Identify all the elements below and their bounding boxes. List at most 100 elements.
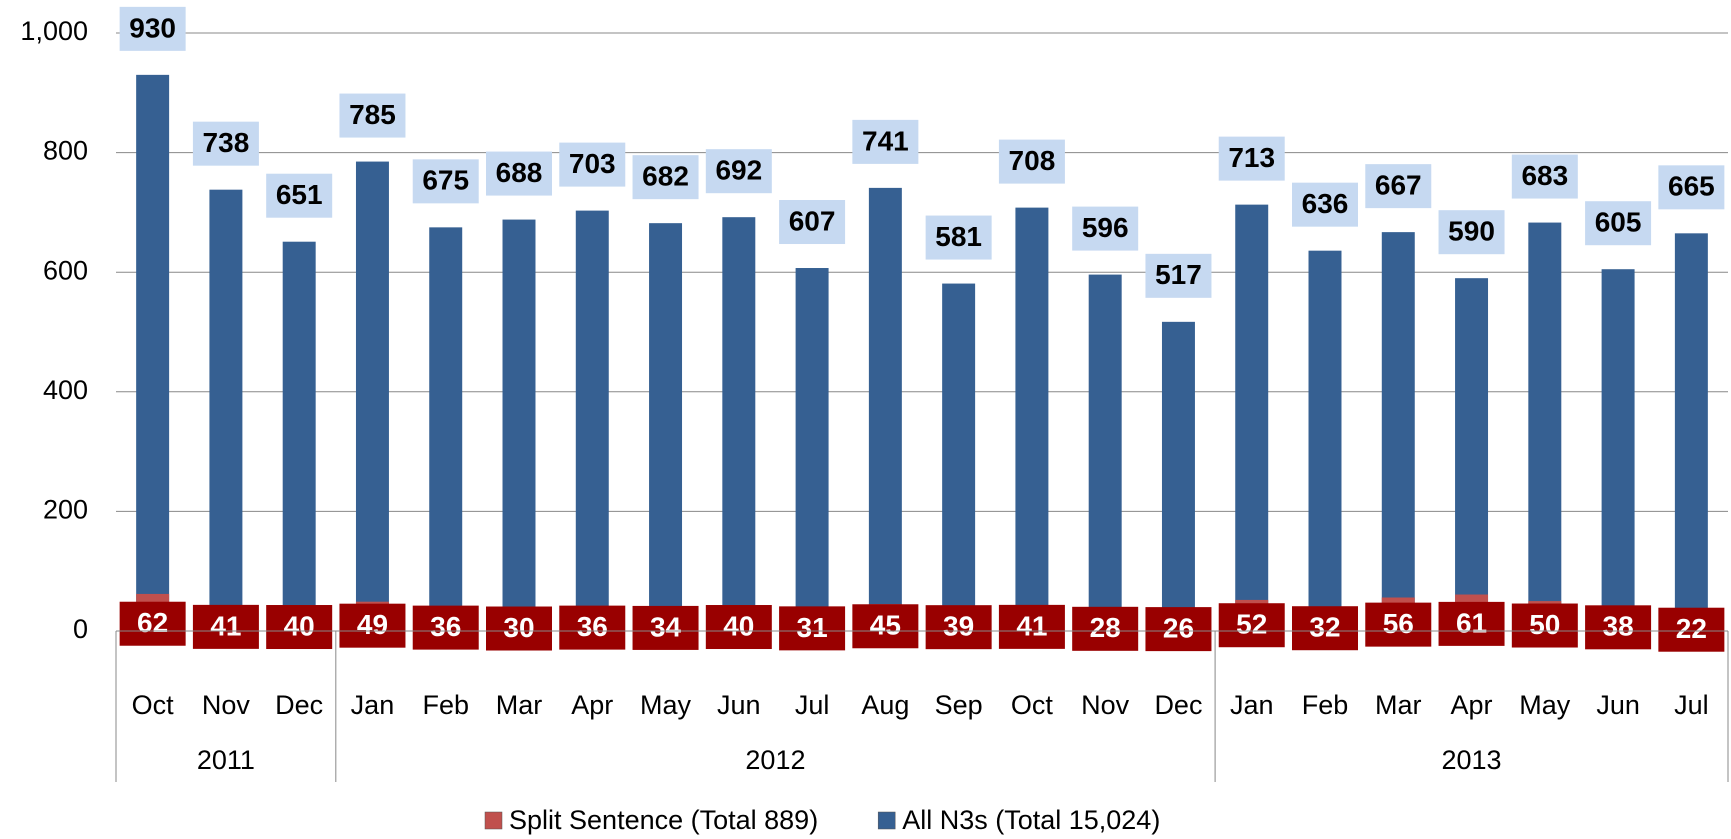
- value-label: 30: [503, 612, 534, 643]
- bar: [1161, 321, 1195, 631]
- value-label-box: [559, 142, 626, 187]
- y-tick-label: 400: [43, 375, 88, 405]
- value-label-box: [632, 605, 699, 650]
- y-tick-label: 1,000: [20, 16, 88, 46]
- value-label: 590: [1448, 216, 1495, 247]
- bar: [209, 189, 243, 631]
- group-label: 2013: [1442, 745, 1502, 775]
- value-label: 675: [422, 165, 469, 196]
- y-tick-label: 0: [73, 614, 88, 644]
- legend-label: Split Sentence (Total 889): [509, 805, 818, 835]
- value-label-box: [266, 605, 333, 650]
- value-label-box: [1292, 182, 1358, 227]
- x-tick-label: Jun: [717, 690, 761, 720]
- value-label-box: [705, 149, 772, 194]
- value-label: 38: [1603, 611, 1634, 642]
- value-label: 607: [789, 205, 836, 236]
- value-label-box: [1145, 253, 1212, 298]
- value-label: 517: [1155, 259, 1202, 290]
- value-label: 41: [1016, 610, 1047, 641]
- x-tick-label: Dec: [275, 690, 323, 720]
- bar: [575, 210, 609, 631]
- x-tick-label: Jan: [1230, 690, 1274, 720]
- x-tick-label: Jun: [1596, 690, 1640, 720]
- bar: [1235, 204, 1269, 631]
- value-label: 930: [129, 12, 176, 43]
- legend-swatch: [877, 811, 896, 830]
- value-label-box: [119, 6, 186, 51]
- value-label-box: [1072, 606, 1139, 651]
- value-label-box: [1585, 605, 1652, 650]
- bar: [1381, 232, 1415, 631]
- value-label: 682: [642, 161, 689, 192]
- value-label: 31: [797, 612, 828, 643]
- value-label-box: [1438, 210, 1505, 255]
- value-label-box: [1658, 165, 1725, 210]
- value-label: 738: [203, 127, 250, 158]
- value-label: 713: [1228, 142, 1275, 173]
- value-label: 34: [650, 611, 682, 642]
- value-label: 41: [210, 610, 241, 641]
- x-tick-label: Dec: [1154, 690, 1202, 720]
- value-label: 26: [1163, 613, 1194, 644]
- value-label: 45: [870, 610, 901, 641]
- legend-swatch: [484, 811, 503, 830]
- value-label-box: [998, 604, 1065, 649]
- x-tick-label: Apr: [571, 690, 613, 720]
- value-label-box: [1585, 201, 1652, 246]
- value-label: 688: [496, 157, 543, 188]
- value-label-box: [779, 200, 846, 245]
- value-label: 605: [1595, 207, 1642, 238]
- value-label: 636: [1302, 188, 1349, 219]
- value-label-box: [486, 151, 552, 196]
- value-label: 741: [862, 125, 909, 156]
- value-label: 40: [284, 610, 315, 641]
- value-label-box: [1145, 607, 1212, 652]
- bar: [942, 283, 976, 631]
- value-label: 665: [1668, 171, 1715, 202]
- value-label-box: [559, 605, 626, 650]
- x-tick-label: Sep: [935, 690, 983, 720]
- bar: [282, 241, 316, 631]
- value-label: 49: [357, 609, 388, 640]
- value-label-box: [925, 215, 992, 260]
- value-label: 708: [1009, 145, 1056, 176]
- y-tick-label: 600: [43, 255, 88, 285]
- value-label-box: [1511, 154, 1578, 199]
- value-label: 40: [723, 610, 754, 641]
- bar: [429, 227, 463, 631]
- bar: [502, 219, 536, 632]
- x-tick-label: Jul: [1674, 690, 1709, 720]
- value-label-box: [1438, 601, 1505, 646]
- bar: [1528, 222, 1562, 632]
- value-label: 667: [1375, 170, 1422, 201]
- value-label: 581: [935, 221, 982, 252]
- value-label-box: [1658, 607, 1725, 652]
- value-label-box: [412, 605, 479, 650]
- value-label: 36: [577, 611, 608, 642]
- value-label-box: [266, 173, 333, 218]
- x-tick-label: Nov: [202, 690, 251, 720]
- value-label-box: [1218, 136, 1285, 181]
- value-label: 62: [137, 607, 168, 638]
- value-label: 32: [1309, 612, 1340, 643]
- x-tick-label: Jan: [351, 690, 395, 720]
- legend-label: All N3s (Total 15,024): [902, 805, 1160, 835]
- value-label-box: [119, 601, 186, 646]
- value-label: 28: [1090, 612, 1121, 643]
- value-label-box: [1072, 206, 1139, 251]
- x-tick-label: Mar: [1375, 690, 1422, 720]
- bar: [795, 268, 829, 631]
- bar: [1674, 233, 1708, 631]
- x-tick-label: Apr: [1451, 690, 1493, 720]
- bar: [1601, 269, 1635, 631]
- value-label: 785: [349, 99, 396, 130]
- value-label-box: [339, 603, 406, 648]
- x-tick-label: Feb: [422, 690, 469, 720]
- group-label: 2012: [745, 745, 805, 775]
- group-label: 2011: [197, 745, 255, 775]
- bar: [1015, 207, 1049, 631]
- value-label: 596: [1082, 212, 1129, 243]
- value-label-box: [412, 159, 479, 204]
- bar: [1455, 278, 1489, 631]
